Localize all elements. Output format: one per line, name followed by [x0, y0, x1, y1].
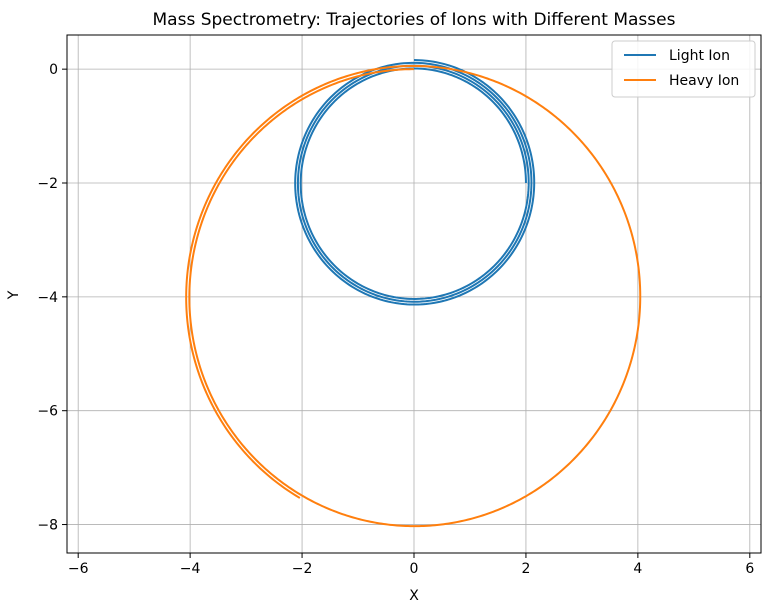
- legend: Light Ion Heavy Ion: [611, 40, 756, 98]
- x-tick-label: 0: [410, 561, 419, 577]
- chart-title: Mass Spectrometry: Trajectories of Ions …: [153, 10, 676, 30]
- x-tick-label: 4: [633, 561, 642, 577]
- y-ticks: 0 −2 −4 −6 −8: [37, 62, 67, 534]
- x-axis-label: X: [409, 588, 419, 604]
- y-tick-label: −8: [37, 518, 58, 534]
- y-axis-label: Y: [6, 290, 22, 300]
- legend-label-light-ion: Light Ion: [669, 48, 730, 64]
- y-tick-label: −4: [37, 290, 58, 306]
- x-tick-label: −6: [68, 561, 89, 577]
- x-tick-label: −2: [292, 561, 313, 577]
- x-tick-label: 6: [745, 561, 754, 577]
- x-tick-label: 2: [521, 561, 530, 577]
- series-line-heavy-ion: [185, 64, 642, 528]
- y-tick-label: −2: [37, 176, 58, 192]
- y-tick-label: −6: [37, 404, 58, 420]
- legend-label-heavy-ion: Heavy Ion: [669, 73, 739, 89]
- y-tick-label: 0: [49, 62, 58, 78]
- series-line-light-ion: [294, 59, 536, 306]
- x-ticks: −6 −4 −2 0 2 4 6: [68, 553, 754, 577]
- series-layer: [185, 59, 642, 528]
- x-tick-label: −4: [180, 561, 201, 577]
